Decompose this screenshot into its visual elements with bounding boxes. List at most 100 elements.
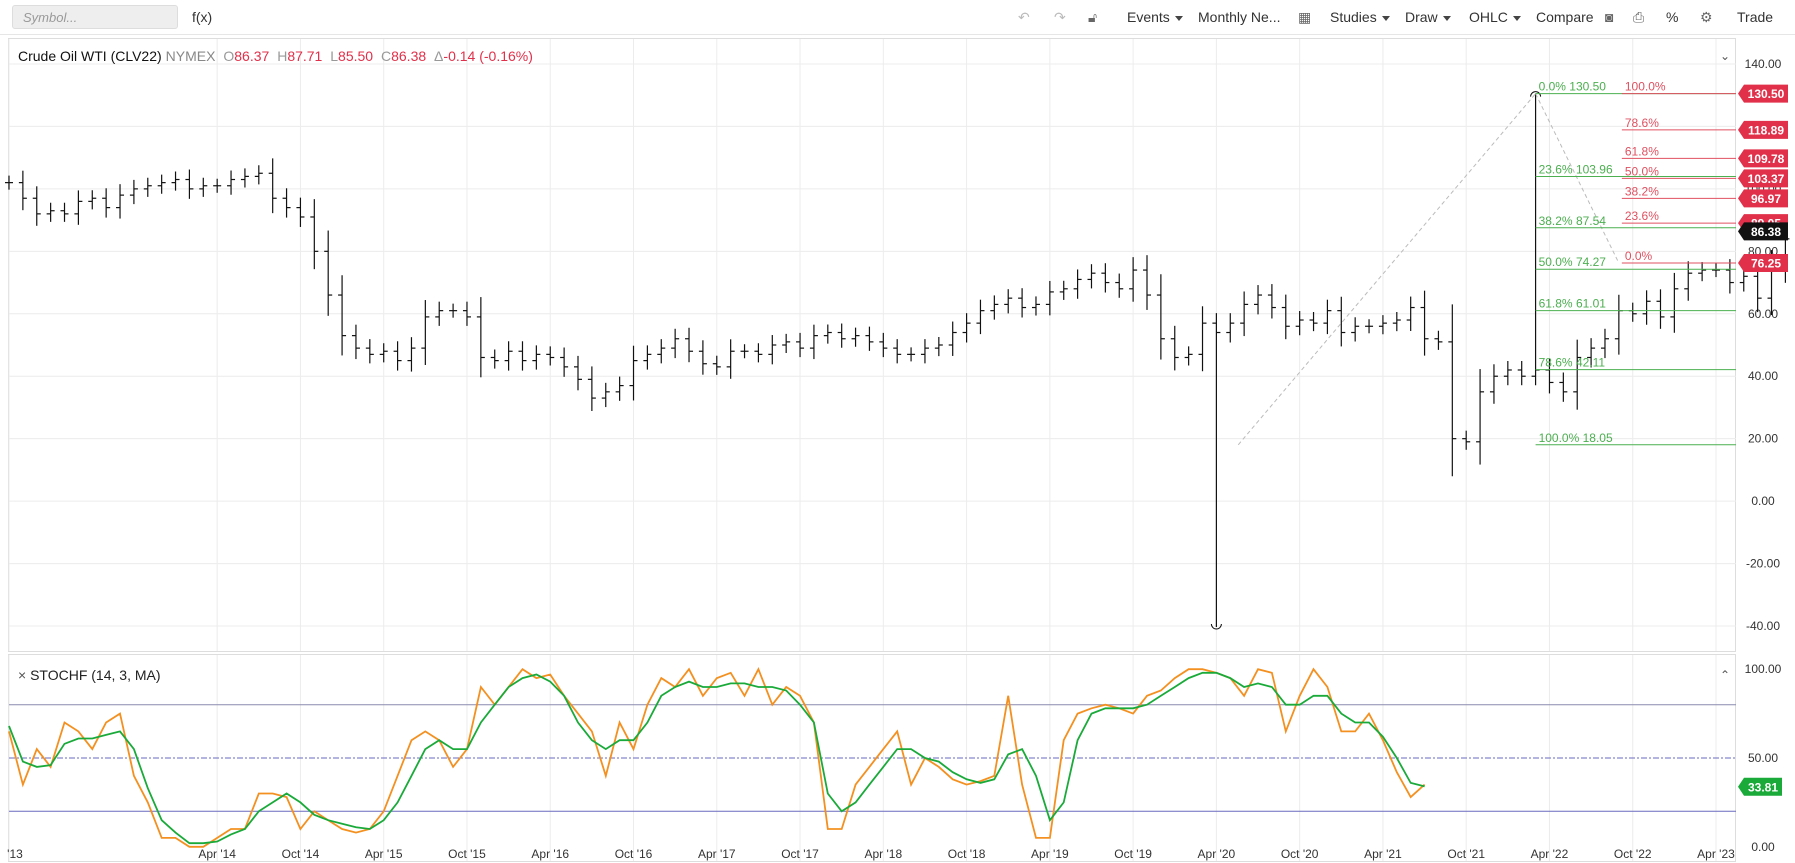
- chevron-down-icon[interactable]: ⌄: [1720, 49, 1731, 63]
- fib-level-label: 38.2% 87.54: [1539, 214, 1607, 228]
- percent-scale-button[interactable]: %: [1666, 9, 1678, 25]
- fib-level-label: 50.0% 74.27: [1539, 255, 1607, 269]
- fib-level-label: 23.6% 103.96: [1539, 163, 1613, 177]
- date-tick-label: Oct '16: [615, 847, 653, 861]
- price-badge-label: 86.38: [1751, 225, 1781, 239]
- fib-level-label: 0.0%: [1625, 249, 1653, 263]
- change-label: Δ: [434, 48, 444, 64]
- low-marker: [1210, 623, 1222, 630]
- chevron-up-icon[interactable]: ⌃: [1720, 668, 1731, 682]
- date-tick-label: Oct '17: [781, 847, 819, 861]
- draw-menu[interactable]: Draw: [1405, 9, 1451, 25]
- chart-type-menu[interactable]: OHLC: [1469, 9, 1521, 25]
- toolbar: f(x) ↶ ↷ 🔓︎ Events Monthly Ne... ▦ Studi…: [0, 0, 1795, 35]
- studies-menu[interactable]: Studies: [1330, 9, 1390, 25]
- close-study-icon[interactable]: ×: [18, 667, 27, 683]
- stoch-d-line: [8, 671, 1425, 845]
- open-label: O: [223, 48, 235, 64]
- chevron-down-icon: [1442, 15, 1451, 21]
- trade-label: Trade: [1737, 9, 1774, 25]
- compare-button[interactable]: Compare: [1536, 9, 1594, 25]
- template-label: Monthly Ne...: [1198, 9, 1281, 25]
- price-tick-label: 40.00: [1748, 369, 1778, 383]
- symbol-search-input[interactable]: [12, 5, 178, 29]
- date-tick-label: Apr '18: [864, 847, 902, 861]
- stoch-value-badge: [1738, 777, 1782, 796]
- close-value: 86.38: [391, 48, 427, 64]
- stoch-value-label: 33.81: [1748, 780, 1778, 794]
- stoch-title: STOCHF (14, 3, MA): [30, 667, 161, 683]
- date-tick-label: Apr '20: [1198, 847, 1236, 861]
- draw-label: Draw: [1405, 9, 1438, 25]
- price-badge: [1738, 189, 1788, 208]
- price-tick-label: 20.00: [1748, 432, 1778, 446]
- date-tick-label: Apr '22: [1531, 847, 1569, 861]
- fib-level-label: 50.0%: [1625, 164, 1659, 178]
- date-tick-label: Oct '20: [1281, 847, 1319, 861]
- low-value: 85.50: [338, 48, 374, 64]
- studies-label: Studies: [1330, 9, 1377, 25]
- stoch-legend: × STOCHF (14, 3, MA): [18, 667, 161, 683]
- price-tick-label: -40.00: [1746, 619, 1780, 633]
- price-panel[interactable]: [8, 38, 1736, 652]
- stoch-panel[interactable]: [8, 654, 1736, 862]
- date-tick-label: Apr '15: [365, 847, 403, 861]
- price-badge-label: 109.78: [1748, 152, 1785, 166]
- calendar-icon[interactable]: ▦: [1298, 9, 1312, 25]
- print-icon[interactable]: ⎙: [1633, 9, 1645, 25]
- fib-level-label: 100.0% 18.05: [1539, 431, 1613, 445]
- date-tick-label: '13: [7, 847, 23, 861]
- percent-label: %: [1666, 9, 1679, 25]
- price-tick-label: 0.00: [1751, 494, 1775, 508]
- gear-icon[interactable]: ⚙: [1700, 9, 1713, 25]
- template-menu[interactable]: Monthly Ne...: [1198, 9, 1280, 25]
- trade-button[interactable]: Trade: [1737, 9, 1773, 25]
- high-marker: [1530, 91, 1542, 97]
- fib-level-label: 61.8%: [1625, 144, 1659, 158]
- high-label: H: [277, 48, 288, 64]
- price-badge-label: 130.50: [1748, 87, 1785, 101]
- fib-level-label: 78.6% 42.11: [1539, 356, 1606, 370]
- events-label: Events: [1127, 9, 1170, 25]
- date-tick-label: Oct '18: [948, 847, 986, 861]
- fib-level-label: 61.8% 61.01: [1539, 297, 1607, 311]
- change-value: -0.14: [443, 48, 476, 64]
- studies-formula-button[interactable]: f(x): [192, 9, 213, 25]
- date-tick-label: Apr '21: [1364, 847, 1402, 861]
- low-label: L: [330, 48, 339, 64]
- fib-level-label: 100.0%: [1625, 80, 1666, 94]
- redo-icon[interactable]: ↷: [1054, 9, 1066, 25]
- date-tick-label: Oct '22: [1614, 847, 1652, 861]
- price-badge: [1738, 169, 1788, 188]
- price-badge-label: 118.89: [1748, 123, 1784, 137]
- price-tick-label: -20.00: [1746, 557, 1780, 571]
- price-badge: [1738, 222, 1788, 241]
- date-tick-label: Oct '19: [1114, 847, 1152, 861]
- price-tick-label: 60.00: [1748, 307, 1778, 321]
- close-label: C: [380, 48, 392, 64]
- date-tick-label: Oct '21: [1447, 847, 1485, 861]
- chart-legend: Crude Oil WTI (CLV22) NYMEX O86.37 H87.71…: [18, 48, 533, 64]
- chevron-down-icon: [1381, 15, 1390, 21]
- date-tick-label: Apr '19: [1031, 847, 1069, 861]
- price-badge-label: 96.97: [1751, 192, 1781, 206]
- price-tick-label: 140.00: [1745, 57, 1782, 71]
- date-tick-label: Apr '14: [198, 847, 236, 861]
- date-tick-label: Apr '16: [531, 847, 569, 861]
- stoch-tick-label: 100.00: [1745, 662, 1782, 676]
- undo-icon[interactable]: ↶: [1018, 9, 1030, 25]
- date-tick-label: Apr '17: [698, 847, 736, 861]
- fib-level-label: 23.6%: [1625, 209, 1659, 223]
- lock-icon[interactable]: 🔓︎: [1088, 9, 1098, 25]
- price-badge-label: 103.37: [1748, 172, 1785, 186]
- events-menu[interactable]: Events: [1127, 9, 1183, 25]
- price-badge: [1738, 254, 1788, 273]
- high-value: 87.71: [287, 48, 323, 64]
- date-tick-label: Oct '14: [282, 847, 320, 861]
- open-value: 86.37: [234, 48, 270, 64]
- fib-level-label: 0.0% 130.50: [1539, 80, 1607, 94]
- camera-icon[interactable]: ◙: [1605, 9, 1614, 25]
- price-badge: [1738, 120, 1788, 139]
- chevron-down-icon: [1512, 15, 1521, 21]
